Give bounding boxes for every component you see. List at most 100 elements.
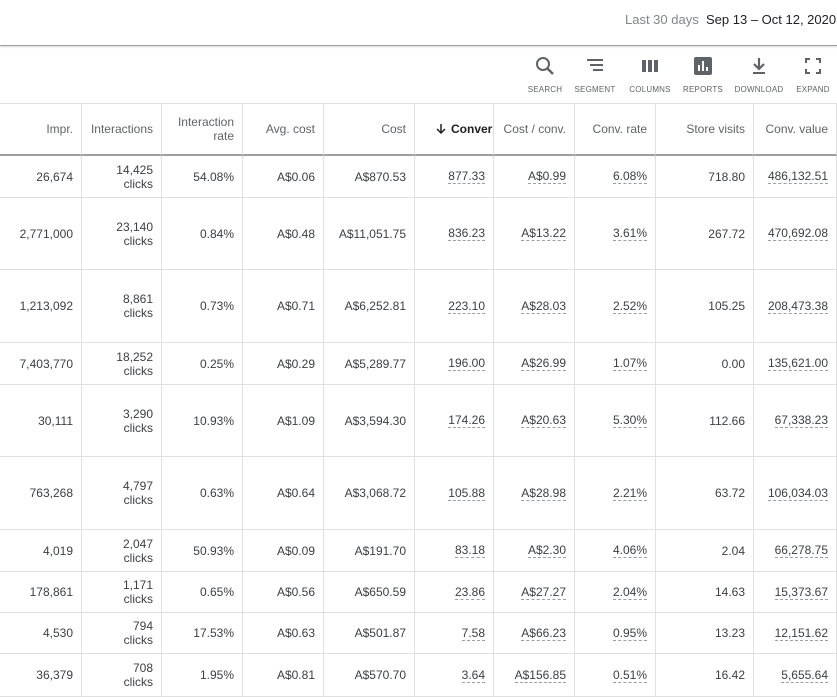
cell-value: 18,252 (116, 349, 153, 364)
cell-value: 14,425 (116, 162, 153, 177)
column-header[interactable]: Impr. (0, 104, 82, 156)
top-bar: Last 30 days Sep 13 – Oct 12, 2020 (0, 0, 837, 46)
cell-value: A$5,289.77 (344, 356, 406, 371)
cell-value: A$650.59 (354, 585, 406, 599)
column-header[interactable]: Conv. rate (575, 104, 656, 156)
cell-value: A$0.64 (276, 486, 315, 500)
table-cell: A$0.09 (243, 530, 324, 572)
toolbar-button[interactable]: COLUMNS (622, 55, 678, 94)
toolbar-button[interactable]: SEGMENT (567, 55, 623, 94)
cell-value: 13.23 (714, 626, 745, 640)
column-header[interactable]: Conversions (415, 104, 494, 156)
table-cell: A$27.27 (494, 572, 575, 613)
cell-value: 7,403,770 (19, 356, 73, 371)
table-cell: A$2.30 (494, 530, 575, 572)
table-cell: A$0.71 (243, 270, 324, 343)
cell-value: 2,047 (122, 536, 153, 551)
cell-value: A$3,594.30 (344, 413, 406, 428)
cell-value: 877.33 (448, 169, 485, 184)
cell-value: 2.21% (612, 485, 647, 501)
table-cell: A$13.22 (494, 198, 575, 270)
date-range[interactable]: Sep 13 – Oct 12, 2020 (706, 12, 837, 27)
cell-value: A$28.03 (521, 298, 566, 314)
table-cell: 63.72 (656, 457, 754, 530)
table-cell: 3.64 (415, 654, 494, 697)
header-text: Store visits (686, 122, 745, 136)
table-cell: 486,132.51 (754, 156, 837, 198)
cell-value: A$28.98 (521, 485, 566, 501)
cell-value: A$13.22 (521, 226, 566, 241)
cell-value: A$156.85 (514, 667, 566, 683)
cell-value: 2.04% (612, 584, 647, 600)
table-cell: A$11,051.75 (324, 198, 415, 270)
cell-value: A$570.70 (354, 668, 406, 682)
column-header[interactable]: Conv. value (754, 104, 837, 156)
cell-value: 26,674 (36, 169, 73, 184)
toolbar-label: SEARCH (527, 85, 563, 94)
cell-value: 5,655.64 (781, 667, 828, 683)
table-cell: 0.73% (162, 270, 243, 343)
table-cell: 1.07% (575, 343, 656, 385)
table-cell: 4,797 clicks (82, 457, 162, 530)
cell-value: A$3,068.72 (344, 486, 406, 500)
cell-unit: clicks (123, 550, 153, 565)
cell-value: A$0.48 (276, 226, 315, 241)
cell-value: 1,171 (122, 578, 153, 592)
table-cell: 36,379 (0, 654, 82, 697)
header-text: Cost (381, 122, 406, 136)
toolbar-button[interactable]: SEARCH (517, 55, 573, 94)
toolbar-button[interactable]: DOWNLOAD (731, 55, 787, 94)
cell-value: A$870.53 (354, 169, 406, 184)
cell-value: 763,268 (29, 486, 73, 500)
column-header[interactable]: Cost / conv. (494, 104, 575, 156)
table-cell: 0.84% (162, 198, 243, 270)
cell-value: 4.06% (612, 543, 647, 558)
table-cell: A$28.98 (494, 457, 575, 530)
header-text: Interactions (90, 122, 153, 136)
cell-value: 4,530 (42, 626, 73, 640)
table-cell: A$0.81 (243, 654, 324, 697)
table-cell: 30,111 (0, 385, 82, 457)
table-cell: 174.26 (415, 385, 494, 457)
cell-value: 106,034.03 (767, 485, 828, 501)
toolbar-button[interactable]: REPORTS (675, 55, 731, 94)
table-cell: A$0.99 (494, 156, 575, 198)
cell-value: 3.64 (461, 667, 485, 683)
cell-value: A$0.63 (276, 626, 315, 640)
cell-value: 30,111 (38, 413, 73, 428)
table-cell: 5.30% (575, 385, 656, 457)
table-cell: 470,692.08 (754, 198, 837, 270)
table-cell: A$28.03 (494, 270, 575, 343)
cell-value: 50.93% (193, 543, 234, 558)
cell-value: A$0.09 (276, 543, 315, 558)
table-cell: 2.04% (575, 572, 656, 613)
cell-unit: clicks (123, 233, 153, 248)
column-header[interactable]: Avg. cost (243, 104, 324, 156)
table-cell: A$0.06 (243, 156, 324, 198)
column-header[interactable]: Cost (324, 104, 415, 156)
cell-value: A$6,252.81 (344, 299, 406, 313)
cell-value: 12,151.62 (774, 625, 828, 641)
cell-value: 208,473.38 (767, 298, 828, 314)
table-cell: A$870.53 (324, 156, 415, 198)
cell-value: 3.61% (612, 226, 647, 241)
toolbar-icon (642, 60, 658, 72)
toolbar-icon (536, 57, 554, 75)
table-cell: 2.21% (575, 457, 656, 530)
column-header[interactable]: Store visits (656, 104, 754, 156)
cell-unit: clicks (123, 675, 153, 689)
sort-arrow (436, 124, 446, 135)
cell-value: 0.84% (199, 226, 234, 241)
table-cell: 0.65% (162, 572, 243, 613)
column-header[interactable]: Interaction rate (162, 104, 243, 156)
table-cell: 17.53% (162, 613, 243, 654)
table-cell: 14,425 clicks (82, 156, 162, 198)
toolbar-button[interactable]: EXPAND (785, 55, 837, 94)
toolbar-label: EXPAND (796, 85, 830, 94)
table-cell: 15,373.67 (754, 572, 837, 613)
cell-value: 836.23 (448, 226, 485, 241)
table-cell: 0.51% (575, 654, 656, 697)
cell-value: 0.00 (721, 356, 745, 371)
column-header[interactable]: Interactions (82, 104, 162, 156)
cell-value: 4,019 (42, 543, 73, 558)
